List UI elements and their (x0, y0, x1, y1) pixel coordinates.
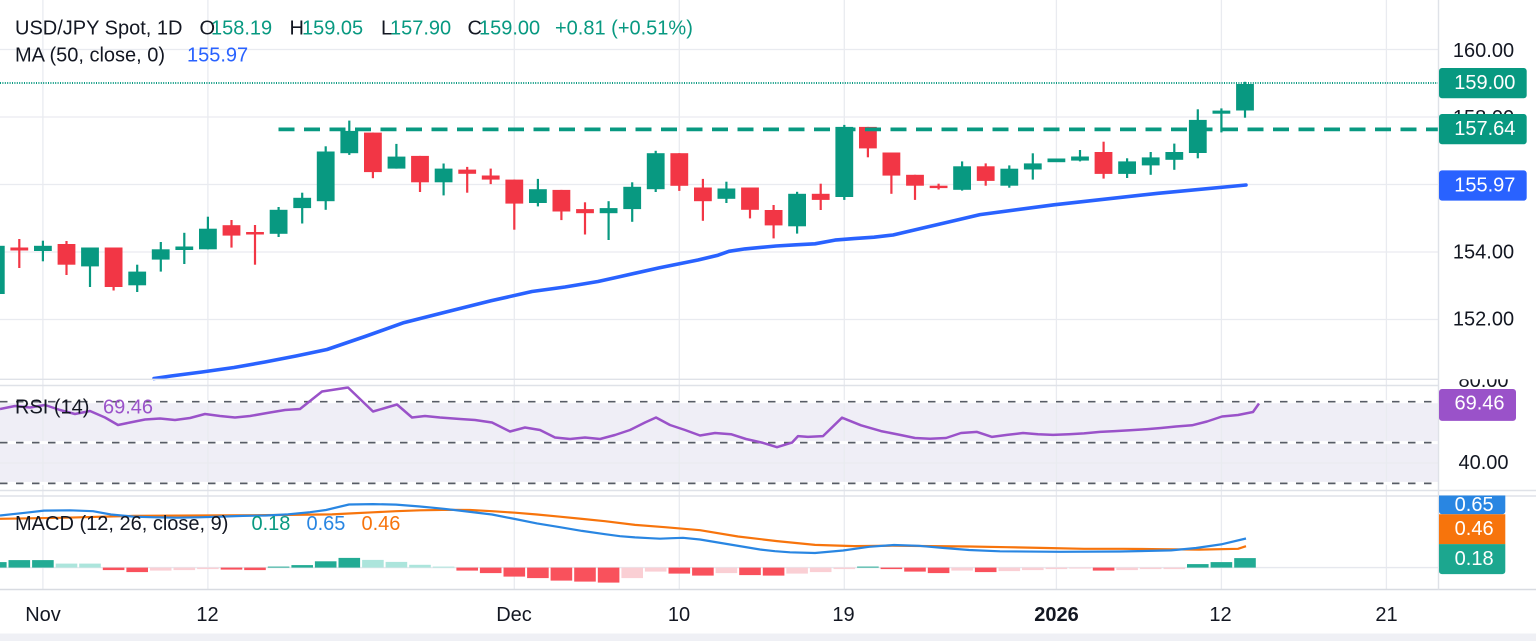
svg-text:MACD (12, 26, close, 9): MACD (12, 26, close, 9) (15, 513, 228, 535)
svg-text:159.00: 159.00 (479, 17, 540, 39)
svg-text:Nov: Nov (25, 604, 61, 626)
svg-text:154.00: 154.00 (1453, 242, 1514, 264)
svg-text:MA (50, close, 0): MA (50, close, 0) (15, 45, 165, 67)
svg-text:159.00: 159.00 (1454, 72, 1515, 94)
svg-text:19: 19 (832, 604, 854, 626)
svg-text:USD/JPY Spot, 1D: USD/JPY Spot, 1D (15, 17, 182, 39)
svg-text:0.65: 0.65 (1455, 494, 1494, 516)
svg-text:0.18: 0.18 (252, 513, 291, 535)
svg-text:O: O (200, 17, 216, 39)
svg-text:157.90: 157.90 (390, 17, 451, 39)
svg-text:40.00: 40.00 (1458, 452, 1508, 474)
svg-text:10: 10 (668, 604, 690, 626)
svg-text:69.46: 69.46 (1454, 393, 1504, 415)
svg-text:159.05: 159.05 (302, 17, 363, 39)
svg-text:Dec: Dec (496, 604, 532, 626)
svg-text:69.46: 69.46 (103, 397, 153, 419)
svg-text:RSI (14): RSI (14) (15, 397, 89, 419)
svg-text:0.18: 0.18 (1455, 548, 1494, 570)
svg-text:C: C (468, 17, 482, 39)
svg-text:158.19: 158.19 (211, 17, 272, 39)
svg-text:21: 21 (1375, 604, 1397, 626)
svg-text:12: 12 (196, 604, 218, 626)
svg-text:155.97: 155.97 (187, 45, 248, 67)
svg-text:0.46: 0.46 (1455, 518, 1494, 540)
svg-text:0.65: 0.65 (307, 513, 346, 535)
svg-text:+0.81 (+0.51%): +0.81 (+0.51%) (555, 17, 693, 39)
svg-text:H: H (290, 17, 304, 39)
svg-text:12: 12 (1209, 604, 1231, 626)
svg-text:157.64: 157.64 (1454, 118, 1515, 140)
svg-text:2026: 2026 (1034, 604, 1079, 626)
svg-text:L: L (381, 17, 392, 39)
svg-text:152.00: 152.00 (1453, 309, 1514, 331)
svg-text:155.97: 155.97 (1454, 175, 1515, 197)
svg-text:0.46: 0.46 (362, 513, 401, 535)
svg-text:160.00: 160.00 (1453, 40, 1514, 62)
